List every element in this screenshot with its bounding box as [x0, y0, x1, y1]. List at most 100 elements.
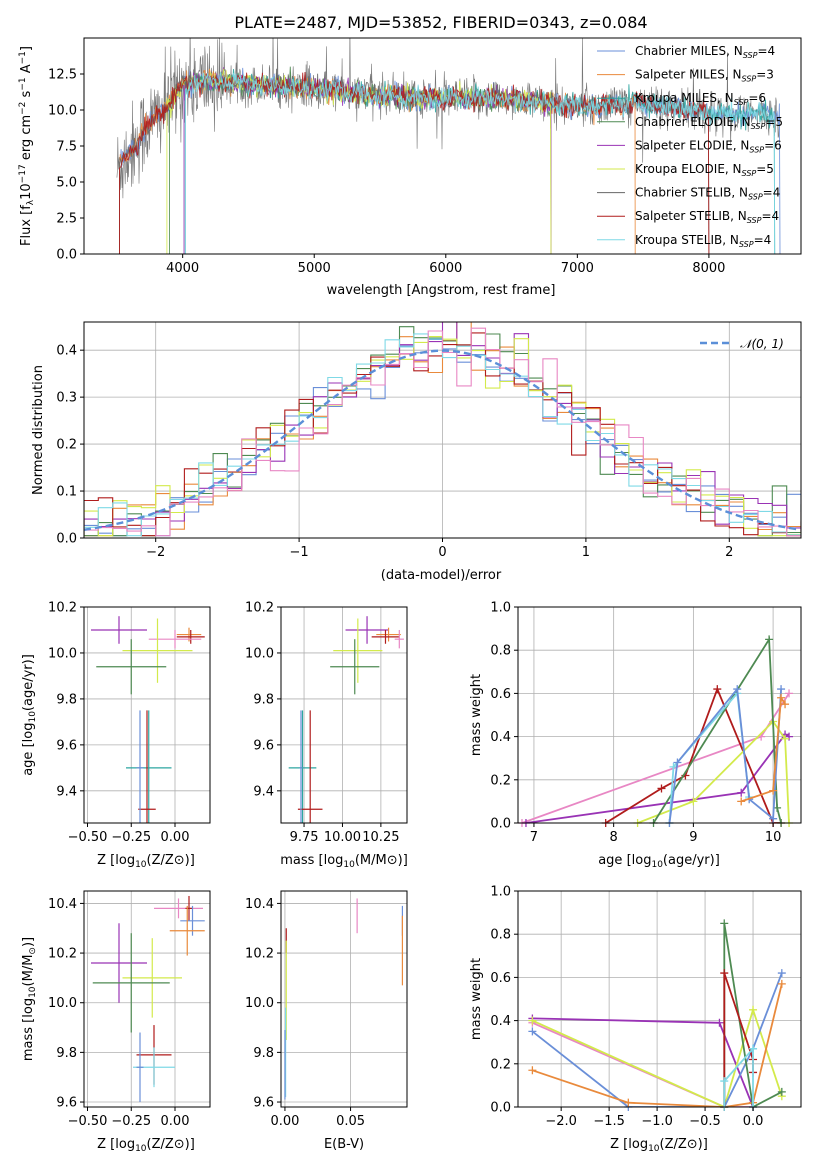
spectrum-legend-text-7: Salpeter STELIB, N — [635, 209, 747, 223]
massweight-vs-age-xtick-label-0: 7 — [530, 830, 538, 845]
spectrum-legend-sub-0: SSP — [743, 51, 758, 60]
spectrum-legend-entry-6: Chabrier STELIB, NSSP=4 — [635, 186, 780, 202]
massweight-vs-age-ylabel: mass weight — [469, 674, 484, 756]
spectrum-legend-nssp-7: =4 — [761, 209, 779, 223]
mass-vs-Z-panel: Z [log10(Z/Z⊙)] mass [log10(M/M⊙)] −0.50… — [21, 890, 211, 1154]
spectrum-legend-sub-5: SSP — [742, 169, 757, 178]
spectrum-ylabel-d: s — [19, 90, 34, 101]
massweight-vs-Z-series-marker-7-1 — [720, 1077, 729, 1086]
massweight-vs-Z-series-line-7 — [723, 1046, 754, 1107]
spectrum-legend-entry-4: Salpeter ELODIE, NSSP=6 — [635, 138, 782, 154]
age-vs-mass-xtick-label-1: 10.00 — [324, 830, 361, 845]
massweight-vs-age-xtick-label-1: 8 — [610, 830, 618, 845]
mass-vs-Z-xlabel: Z [log10(Z/Z⊙)] — [97, 1137, 195, 1154]
age-vs-mass-ytick-label-2: 9.8 — [253, 692, 274, 707]
age-vs-Z-ylabel-main: age [log — [21, 723, 36, 776]
residuals-xlabel: (data-model)/error — [381, 568, 502, 583]
mass-vs-Z-ylabel-sub2: ⊙ — [28, 947, 38, 955]
spectrum-legend-nssp-0: =4 — [757, 44, 775, 58]
spectrum-legend-sub-6: SSP — [748, 193, 763, 202]
age-vs-Z-xtick-label-0: −0.50 — [68, 830, 108, 845]
massweight-vs-Z-series-line-6 — [723, 972, 754, 1107]
massweight-vs-Z-series-marker-5-1 — [720, 919, 729, 928]
residuals-ytick-label-1: 0.1 — [56, 485, 77, 500]
spectrum-legend-entry-7: Salpeter STELIB, NSSP=4 — [635, 209, 779, 225]
massweight-vs-Z-series-marker-2-2 — [749, 1005, 758, 1014]
spectrum-legend-nssp-3: =5 — [765, 115, 783, 129]
massweight-vs-Z-series-line-0 — [532, 1017, 754, 1107]
massweight-vs-Z-xtick-label-1: −1.5 — [593, 1114, 625, 1129]
massweight-vs-Z-xtick-label-2: −1.0 — [641, 1114, 673, 1129]
massweight-vs-Z-series-marker-6-1 — [720, 969, 729, 978]
spectrum-legend-entry-3: Chabrier ELODIE, NSSP=5 — [635, 115, 783, 131]
spectrum-ylabel-sub: λ — [26, 199, 36, 205]
spectrum-legend-text-5: Kroupa ELODIE, N — [635, 162, 742, 176]
massweight-vs-Z-xlabel-sub: 10 — [648, 1144, 660, 1154]
age-vs-mass-frame — [280, 606, 408, 824]
age-vs-mass-xtick-label-2: 10.25 — [362, 830, 399, 845]
massweight-vs-age-xlabel-rest: (age/yr)] — [663, 853, 720, 868]
massweight-vs-age-xlabel: age [log10(age/yr)] — [598, 853, 720, 870]
spectrum-legend-sub-3: SSP — [751, 122, 766, 131]
mass-vs-ebv-ytick-label-1: 9.8 — [253, 1046, 274, 1061]
age-vs-Z-xtick-label-1: −0.25 — [111, 830, 151, 845]
spectrum-legend-text-2: Kroupa MILES, N — [635, 91, 734, 105]
massweight-vs-age-ytick-label-1: 0.2 — [490, 773, 511, 788]
residuals-gaussian-curve — [84, 349, 799, 531]
massweight-vs-age-series-marker-1-1 — [737, 788, 746, 797]
spectrum-legend-sub-1: SSP — [742, 75, 757, 84]
age-vs-mass-ytick-label-4: 10.2 — [245, 601, 274, 616]
massweight-vs-age-series-line-4 — [652, 636, 782, 823]
spectrum-xtick-label-2: 6000 — [429, 261, 462, 276]
age-vs-Z-xlabel-rest: (Z/Z⊙)] — [147, 853, 195, 868]
mass-vs-ebv-ytick-label-0: 9.6 — [253, 1096, 274, 1111]
massweight-vs-age-series-marker-2-3 — [713, 685, 722, 694]
massweight-vs-Z-series-line-3 — [531, 972, 783, 1107]
spectrum-legend-nssp-1: =3 — [756, 68, 774, 82]
massweight-vs-age-xtick-label-3: 10 — [765, 830, 782, 845]
massweight-vs-age-series-marker-6-2 — [733, 685, 742, 694]
massweight-vs-Z-series-marker-0-1 — [715, 1018, 724, 1027]
spectrum-ytick-label-3: 7.5 — [56, 140, 77, 155]
spectrum-legend-entry-0: Chabrier MILES, NSSP=4 — [635, 44, 775, 60]
spectrum-ylabel-sup1: −17 — [18, 164, 28, 183]
massweight-vs-Z-series-marker-5-3 — [777, 1087, 786, 1096]
massweight-vs-age-series-marker-7-0 — [737, 797, 746, 806]
spectrum-xlabel: wavelength [Angstrom, rest frame] — [327, 283, 556, 298]
residuals-ytick-label-4: 0.4 — [56, 344, 77, 359]
mass-vs-ebv-xlabel: E(B-V) — [324, 1137, 364, 1152]
age-vs-Z-ylabel-rest: (age/yr)] — [21, 654, 36, 711]
spectrum-model-line-salpeter_stelib — [119, 71, 710, 254]
age-vs-mass-xtick-label-0: 9.75 — [290, 830, 319, 845]
spectrum-legend-nssp-6: =4 — [763, 186, 781, 200]
massweight-vs-age-series-marker-6-1 — [673, 758, 682, 767]
massweight-vs-age-ytick-label-2: 0.4 — [490, 730, 511, 745]
massweight-vs-age-series-marker-7-1 — [769, 786, 778, 795]
massweight-vs-age-series-marker-7-3 — [781, 700, 790, 709]
massweight-vs-Z-series-marker-3-0 — [528, 1027, 537, 1036]
mass-vs-Z-ylabel-sub: 10 — [28, 986, 38, 998]
age-vs-mass-xlabel-main: mass [log — [280, 853, 343, 868]
residuals-xtick-label-1: −1 — [290, 545, 309, 560]
massweight-vs-age-series-line-6 — [668, 686, 782, 823]
age-vs-mass-panel: mass [log10(M/M⊙)] 9.75 10.00 10.25 9.4 9.6 9… — [245, 601, 408, 871]
spectrum-ytick-label-4: 10.0 — [48, 104, 77, 119]
residuals-ytick-label-3: 0.3 — [56, 391, 77, 406]
massweight-vs-age-series-marker-4-1 — [765, 635, 774, 644]
massweight-vs-age-series-marker-0-2 — [785, 689, 794, 698]
massweight-vs-Z-ytick-label-1: 0.2 — [490, 1057, 511, 1072]
residuals-xtick-label-3: 1 — [582, 545, 590, 560]
spectrum-legend-entry-2: Kroupa MILES, NSSP=6 — [635, 91, 766, 107]
age-vs-Z-ytick-label-0: 9.4 — [56, 784, 77, 799]
spectrum-ytick-label-0: 0.0 — [56, 248, 77, 263]
age-vs-Z-ytick-label-2: 9.8 — [56, 692, 77, 707]
spectrum-legend-sub-8: SSP — [739, 240, 754, 249]
spectrum-ylabel-a: Flux [f — [19, 205, 34, 246]
mass-vs-ebv-ytick-label-4: 10.4 — [245, 897, 274, 912]
spectrum-title: PLATE=2487, MJD=53852, FIBERID=0343, z=0… — [234, 13, 647, 32]
mass-vs-Z-ylabel: mass [log10(M/M⊙)] — [21, 937, 38, 1061]
spectrum-legend-sub-2: SSP — [734, 98, 749, 107]
age-vs-Z-xlabel: Z [log10(Z/Z⊙)] — [97, 853, 195, 870]
spectrum-ytick-label-5: 12.5 — [48, 68, 77, 83]
